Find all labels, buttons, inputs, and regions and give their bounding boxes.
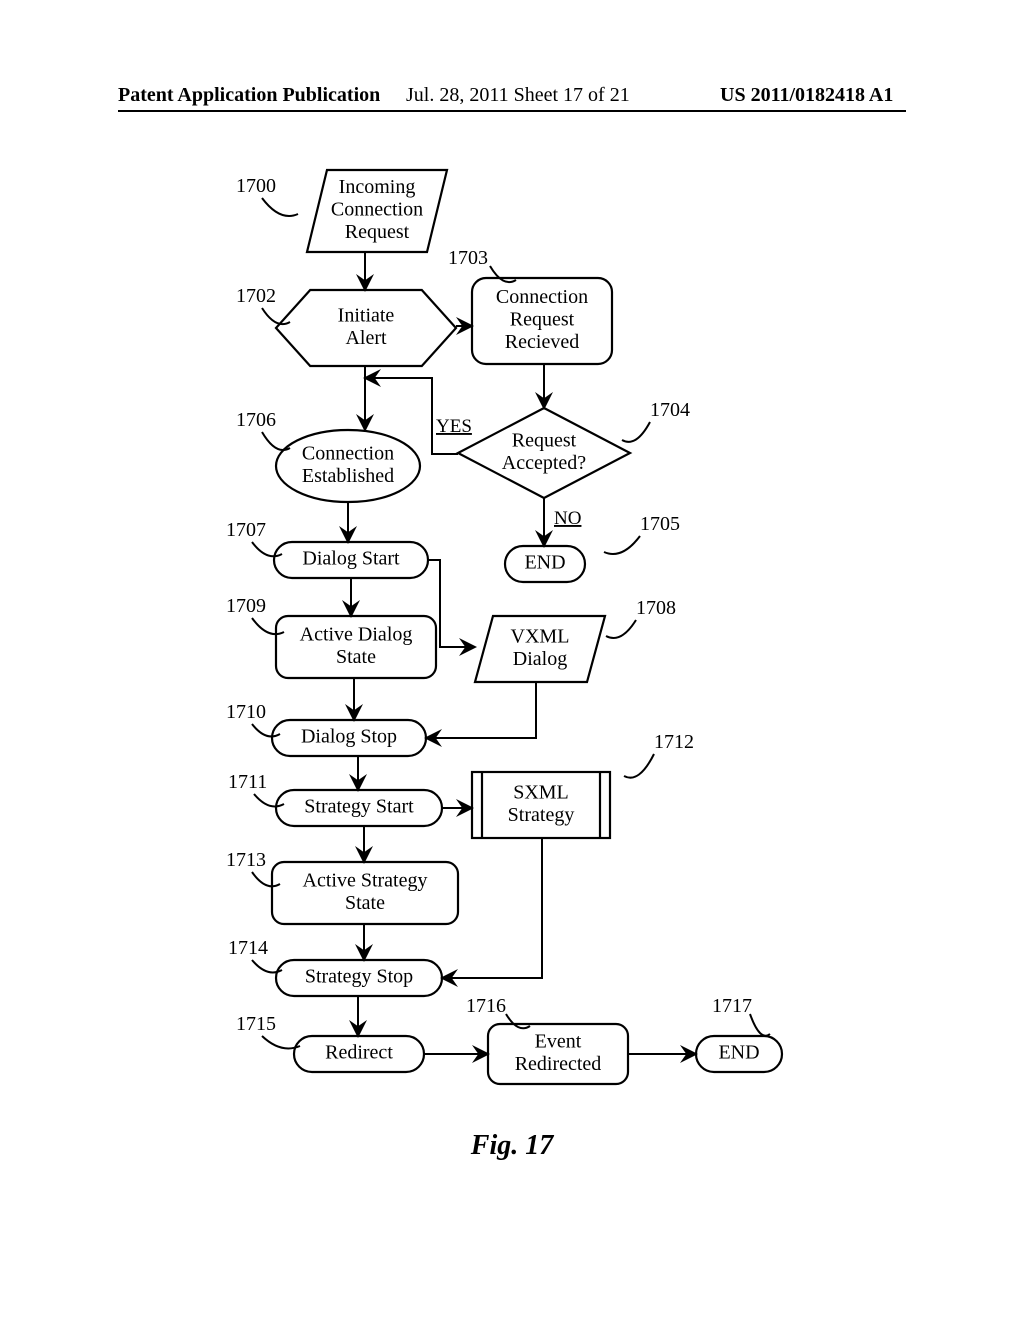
svg-text:1715: 1715 [236,1013,276,1035]
svg-text:Strategy Stop: Strategy Stop [305,966,413,988]
svg-text:Active Strategy: Active Strategy [303,869,428,891]
svg-text:Alert: Alert [345,327,387,349]
svg-text:Dialog Stop: Dialog Stop [301,726,397,748]
svg-text:1706: 1706 [236,409,276,431]
svg-text:1700: 1700 [236,175,276,197]
svg-text:State: State [336,646,376,668]
svg-text:Redirect: Redirect [325,1042,393,1064]
svg-text:Event: Event [535,1030,582,1052]
svg-text:Strategy: Strategy [508,804,575,826]
svg-text:Request: Request [512,429,577,451]
svg-text:END: END [524,552,565,574]
svg-text:1708: 1708 [636,597,676,619]
svg-text:State: State [345,892,385,914]
svg-text:Accepted?: Accepted? [502,452,587,474]
svg-text:1713: 1713 [226,849,266,871]
svg-text:Dialog Start: Dialog Start [302,548,400,570]
svg-text:Connection: Connection [302,442,394,464]
svg-text:Incoming: Incoming [339,176,416,198]
svg-text:SXML: SXML [513,781,569,803]
figure-label: Fig. 17 [0,1130,1024,1162]
svg-text:Strategy Start: Strategy Start [304,796,414,818]
svg-text:Connection: Connection [331,199,423,221]
svg-text:1714: 1714 [228,937,268,959]
flowchart: IncomingConnectionRequestInitiateAlertCo… [0,0,1024,1320]
svg-text:1717: 1717 [712,995,752,1017]
svg-text:1702: 1702 [236,285,276,307]
svg-text:Redirected: Redirected [515,1053,602,1075]
svg-text:1711: 1711 [228,771,267,793]
svg-text:Active Dialog: Active Dialog [300,623,413,645]
svg-text:VXML: VXML [511,625,570,647]
svg-text:NO: NO [554,508,581,529]
svg-text:1712: 1712 [654,731,694,753]
svg-text:Connection: Connection [496,286,588,308]
svg-text:Established: Established [302,465,394,487]
svg-text:Request: Request [510,309,575,331]
svg-text:Request: Request [345,221,410,243]
svg-text:Initiate: Initiate [338,304,395,326]
svg-text:1716: 1716 [466,995,506,1017]
svg-text:1704: 1704 [650,399,690,421]
svg-text:1709: 1709 [226,595,266,617]
svg-text:1707: 1707 [226,519,266,541]
svg-text:END: END [718,1042,759,1064]
svg-text:Recieved: Recieved [505,331,579,353]
svg-text:Dialog: Dialog [513,648,567,670]
svg-text:1705: 1705 [640,513,680,535]
svg-text:1710: 1710 [226,701,266,723]
svg-text:1703: 1703 [448,247,488,269]
figure-label-text: Fig. 17 [471,1130,553,1161]
svg-text:YES: YES [436,416,472,437]
